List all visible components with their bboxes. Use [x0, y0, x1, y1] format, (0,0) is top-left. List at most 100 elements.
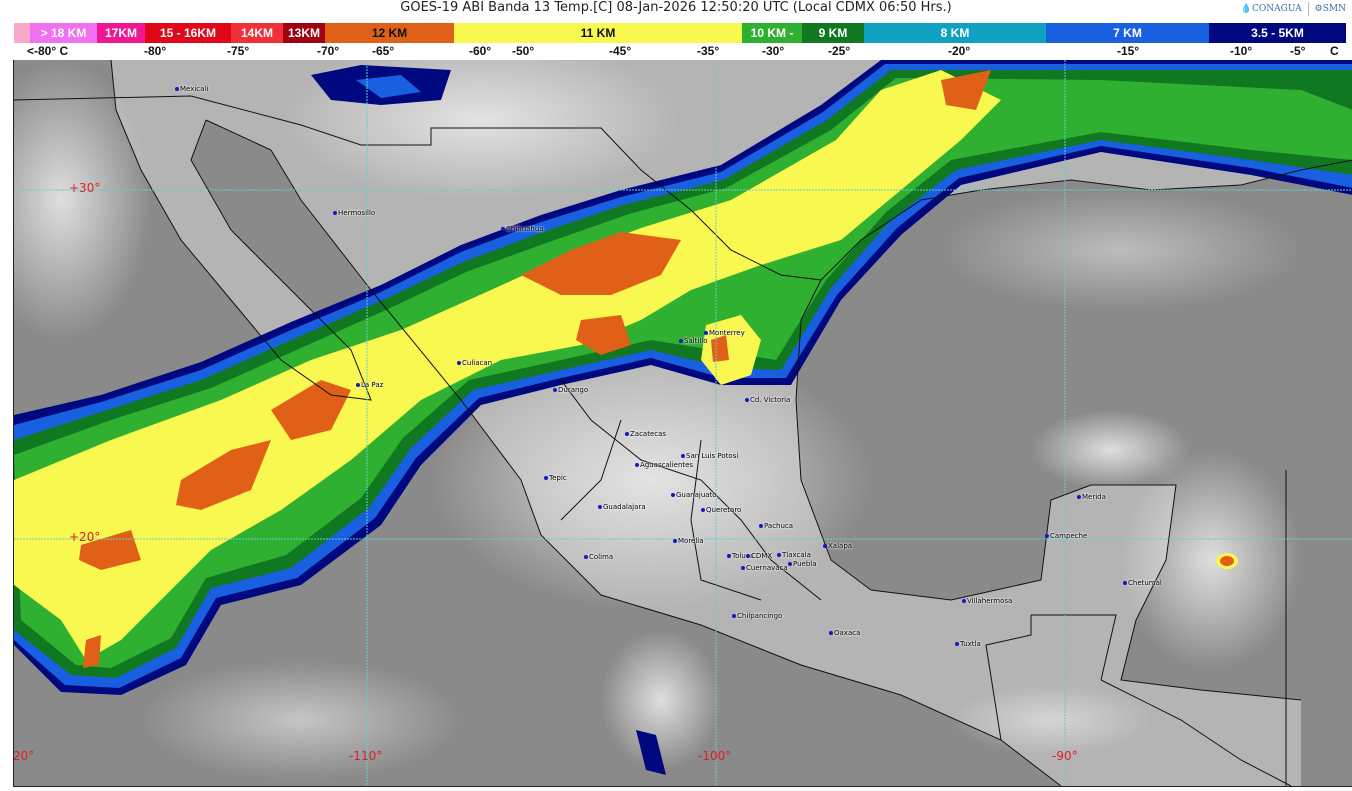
city-marker: Zacatecas — [625, 430, 666, 438]
legend-8km: 8 KM — [864, 23, 1046, 43]
city-dot-icon — [1045, 534, 1049, 538]
lon-label-110: -110° — [349, 749, 383, 763]
city-label: Monterrey — [709, 329, 745, 337]
city-dot-icon — [701, 508, 705, 512]
city-label: Puebla — [793, 560, 817, 568]
city-dot-icon — [175, 87, 179, 91]
temp-label: -5° — [1290, 44, 1306, 58]
city-dot-icon — [598, 505, 602, 509]
cloud-12km — [941, 70, 991, 110]
city-label: Colima — [589, 553, 614, 561]
borders — [14, 60, 1352, 786]
city-marker: Merida — [1077, 493, 1106, 501]
city-label: Tepic — [549, 474, 567, 482]
city-label: Tuxtla — [960, 640, 981, 648]
image-title: GOES-19 ABI Banda 13 Temp.[C] 08-Jan-202… — [400, 0, 952, 15]
legend-17km: 17KM — [97, 23, 145, 43]
city-marker: Chihuahua — [501, 225, 544, 233]
city-dot-icon — [745, 398, 749, 402]
city-dot-icon — [673, 539, 677, 543]
city-marker: Colima — [584, 553, 613, 561]
city-label: Zacatecas — [630, 430, 667, 438]
temp-label: -75° — [227, 44, 250, 58]
cloud-11km — [14, 70, 1001, 660]
city-marker: Tepic — [544, 474, 567, 482]
city-dot-icon — [671, 493, 675, 497]
temp-label: -45° — [609, 44, 632, 58]
city-label: Guanajuato — [676, 491, 717, 499]
city-dot-icon — [501, 227, 505, 231]
lat-label-20: +20° — [69, 530, 101, 544]
temp-label: -20° — [948, 44, 971, 58]
city-dot-icon — [788, 562, 792, 566]
legend-3-5-5km: 3.5 - 5KM — [1209, 23, 1346, 43]
cloud-12km — [176, 440, 271, 510]
city-label: Aguascalientes — [640, 461, 694, 469]
city-label: Guadalajara — [603, 503, 646, 511]
cloud-12km — [79, 530, 141, 570]
city-dot-icon — [457, 361, 461, 365]
city-dot-icon — [962, 599, 966, 603]
city-label: Chetumal — [1128, 579, 1162, 587]
city-label: La Paz — [361, 381, 384, 389]
city-dot-icon — [356, 383, 360, 387]
city-dot-icon — [704, 331, 708, 335]
legend-9km: 9 KM — [802, 23, 864, 43]
city-dot-icon — [741, 566, 745, 570]
city-label: Xalapa — [828, 542, 853, 550]
temp-label: -60° — [469, 44, 492, 58]
city-marker: Durango — [553, 386, 588, 394]
temp-label: -35° — [697, 44, 720, 58]
temperature-scale: <-80° C -80° -75° -70° -65° -60° -50° -4… — [0, 44, 1352, 60]
city-dot-icon — [1123, 581, 1127, 585]
temp-label: <-80° C — [27, 44, 69, 58]
legend-7km: 7 KM — [1046, 23, 1209, 43]
city-marker: Chetumal — [1123, 579, 1162, 587]
city-marker: Campeche — [1045, 532, 1087, 540]
city-dot-icon — [584, 555, 588, 559]
city-dot-icon — [553, 388, 557, 392]
city-marker: Hermosillo — [333, 209, 375, 217]
city-marker: Mexicali — [175, 85, 208, 93]
lon-label-100: -100° — [698, 749, 732, 763]
city-marker: Guadalajara — [598, 503, 646, 511]
city-label: Chilpancingo — [737, 612, 783, 620]
city-marker: Xalapa — [823, 542, 852, 550]
temp-label: -80° — [144, 44, 167, 58]
city-label: Cuernavaca — [746, 564, 788, 572]
city-label: Cd. Victoria — [750, 396, 791, 404]
city-dot-icon — [727, 554, 731, 558]
city-dot-icon — [829, 631, 833, 635]
city-dot-icon — [759, 524, 763, 528]
temp-label: -15° — [1117, 44, 1140, 58]
lon-label-90: -90° — [1052, 749, 1078, 763]
city-marker: Culiacan — [457, 359, 492, 367]
city-label: CDMX — [751, 552, 773, 560]
city-label: Toluca — [732, 552, 754, 560]
city-marker: Queretaro — [701, 506, 741, 514]
legend-13km: 13KM — [283, 23, 325, 43]
city-marker: San Luis Potosi — [681, 452, 738, 460]
temp-label: -30° — [762, 44, 785, 58]
city-marker: Monterrey — [704, 329, 745, 337]
city-dot-icon — [777, 553, 781, 557]
legend-11km: 11 KM — [454, 23, 742, 43]
city-label: Chihuahua — [506, 225, 544, 233]
conagua-logo: 💧CONAGUA — [1240, 4, 1302, 14]
city-marker: Villahermosa — [962, 597, 1012, 605]
legend-15-16km: 15 - 16KM — [145, 23, 231, 43]
satellite-map: +30° +20° -120° -110° -100° -90° Mexical… — [13, 60, 1352, 787]
temp-label: -50° — [512, 44, 535, 58]
city-marker: CDMX — [746, 552, 772, 560]
city-marker: Cuernavaca — [741, 564, 788, 572]
city-dot-icon — [333, 211, 337, 215]
color-legend: > 18 KM 17KM 15 - 16KM 14KM 13KM 12 KM 1… — [14, 23, 1346, 43]
temp-label: -10° — [1230, 44, 1253, 58]
legend-12km: 12 KM — [325, 23, 454, 43]
city-label: Durango — [558, 386, 589, 394]
cloud-12km — [83, 635, 101, 668]
city-label: San Luis Potosi — [686, 452, 739, 460]
temp-label: -25° — [828, 44, 851, 58]
city-marker: Guanajuato — [671, 491, 717, 499]
cloud-12km — [576, 315, 631, 355]
